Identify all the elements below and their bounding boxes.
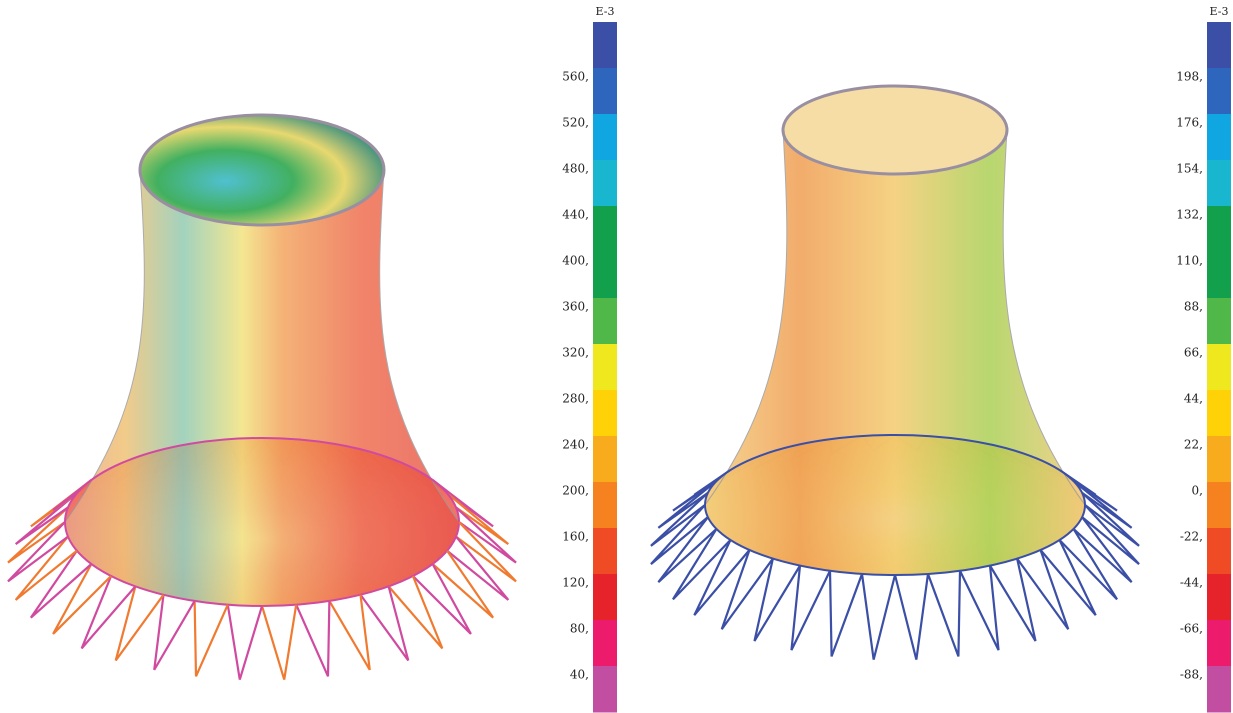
- legend-band: [593, 620, 617, 667]
- strut: [862, 574, 895, 660]
- strut: [329, 595, 369, 670]
- legend-label: 360,: [562, 300, 589, 314]
- legend-band: [1207, 68, 1231, 115]
- shell: [705, 130, 1085, 575]
- legend-label: 110,: [1176, 254, 1203, 268]
- legend-band: [593, 206, 617, 253]
- strut: [895, 574, 928, 660]
- legend-band: [593, 114, 617, 161]
- legend-band: [1207, 206, 1231, 253]
- strut: [154, 595, 194, 670]
- legend-band: [593, 298, 617, 345]
- strut: [433, 551, 494, 618]
- legend-band: [1207, 620, 1231, 667]
- legend-label: 154,: [1176, 162, 1203, 176]
- strut: [830, 571, 862, 657]
- legend-band: [1207, 574, 1231, 621]
- strut: [82, 576, 136, 648]
- legend-label: -22,: [1180, 530, 1203, 544]
- legend-band: [1207, 436, 1231, 483]
- legend-label: 40,: [570, 668, 589, 682]
- legend-band: [593, 390, 617, 437]
- legend-band: [1207, 22, 1231, 69]
- legend-unit: E-3: [596, 5, 615, 18]
- legend-label: 88,: [1184, 300, 1203, 314]
- legend-label: 200,: [562, 484, 589, 498]
- legend-band: [593, 68, 617, 115]
- legend-band: [593, 160, 617, 207]
- legend-band: [1207, 344, 1231, 391]
- strut: [296, 601, 329, 676]
- legend-label: 80,: [570, 622, 589, 636]
- legend-band: [1207, 482, 1231, 529]
- legend-band: [593, 252, 617, 299]
- legend-label: 520,: [562, 116, 589, 130]
- legend-label: 120,: [562, 576, 589, 590]
- top-opening: [783, 86, 1007, 174]
- legend-band: [593, 482, 617, 529]
- legend-band: [1207, 666, 1231, 713]
- strut: [8, 507, 68, 562]
- legend-label: 280,: [562, 392, 589, 406]
- strut: [262, 605, 296, 680]
- legend-band: [593, 528, 617, 575]
- strut: [456, 507, 516, 562]
- legend-band: [593, 344, 617, 391]
- strut: [791, 566, 830, 651]
- legend-band: [1207, 252, 1231, 299]
- legend-label: 400,: [562, 254, 589, 268]
- legend-band: [1207, 298, 1231, 345]
- legend-band: [1207, 390, 1231, 437]
- legend-label: -66,: [1180, 622, 1203, 636]
- legend-band: [1207, 528, 1231, 575]
- legend-band: [593, 436, 617, 483]
- legend-label: 22,: [1184, 438, 1203, 452]
- top-opening: [140, 115, 384, 225]
- legend-unit: E-3: [1210, 5, 1229, 18]
- legend-label: 132,: [1176, 208, 1203, 222]
- legend-label: 480,: [562, 162, 589, 176]
- legend-band: [1207, 114, 1231, 161]
- legend-label: 560,: [562, 70, 589, 84]
- strut: [31, 551, 92, 618]
- strut: [228, 605, 262, 680]
- shell: [65, 170, 459, 606]
- strut: [651, 493, 708, 546]
- legend-band: [1207, 160, 1231, 207]
- strut: [195, 601, 228, 676]
- strut: [928, 571, 960, 657]
- scene: E-3 560, 520, 480, 440, 400, 360, 320, 280, 240, 2…: [0, 0, 1233, 713]
- legend-band: [593, 22, 617, 69]
- strut: [389, 576, 443, 648]
- tower: [8, 115, 516, 680]
- legend-label: 198,: [1176, 70, 1203, 84]
- legend-label: 160,: [562, 530, 589, 544]
- legend-label: 440,: [562, 208, 589, 222]
- legend-band: [593, 666, 617, 713]
- legend-label: 44,: [1184, 392, 1203, 406]
- legend-label: 320,: [562, 346, 589, 360]
- legend-label: -88,: [1180, 668, 1203, 682]
- legend-label: 66,: [1184, 346, 1203, 360]
- color-legend: E-3 198, 176, 154, 132, 110, 88, 66, 44, 22, 0, -22…: [1176, 5, 1231, 713]
- tower: [651, 86, 1139, 660]
- legend-label: 176,: [1176, 116, 1203, 130]
- color-legend: E-3 560, 520, 480, 440, 400, 360, 320, 280, 240, 2…: [562, 5, 617, 713]
- strut: [960, 566, 999, 651]
- legend-label: 240,: [562, 438, 589, 452]
- strut: [1082, 493, 1139, 546]
- legend-band: [593, 574, 617, 621]
- legend-label: -44,: [1180, 576, 1203, 590]
- legend-label: 0,: [1192, 484, 1203, 498]
